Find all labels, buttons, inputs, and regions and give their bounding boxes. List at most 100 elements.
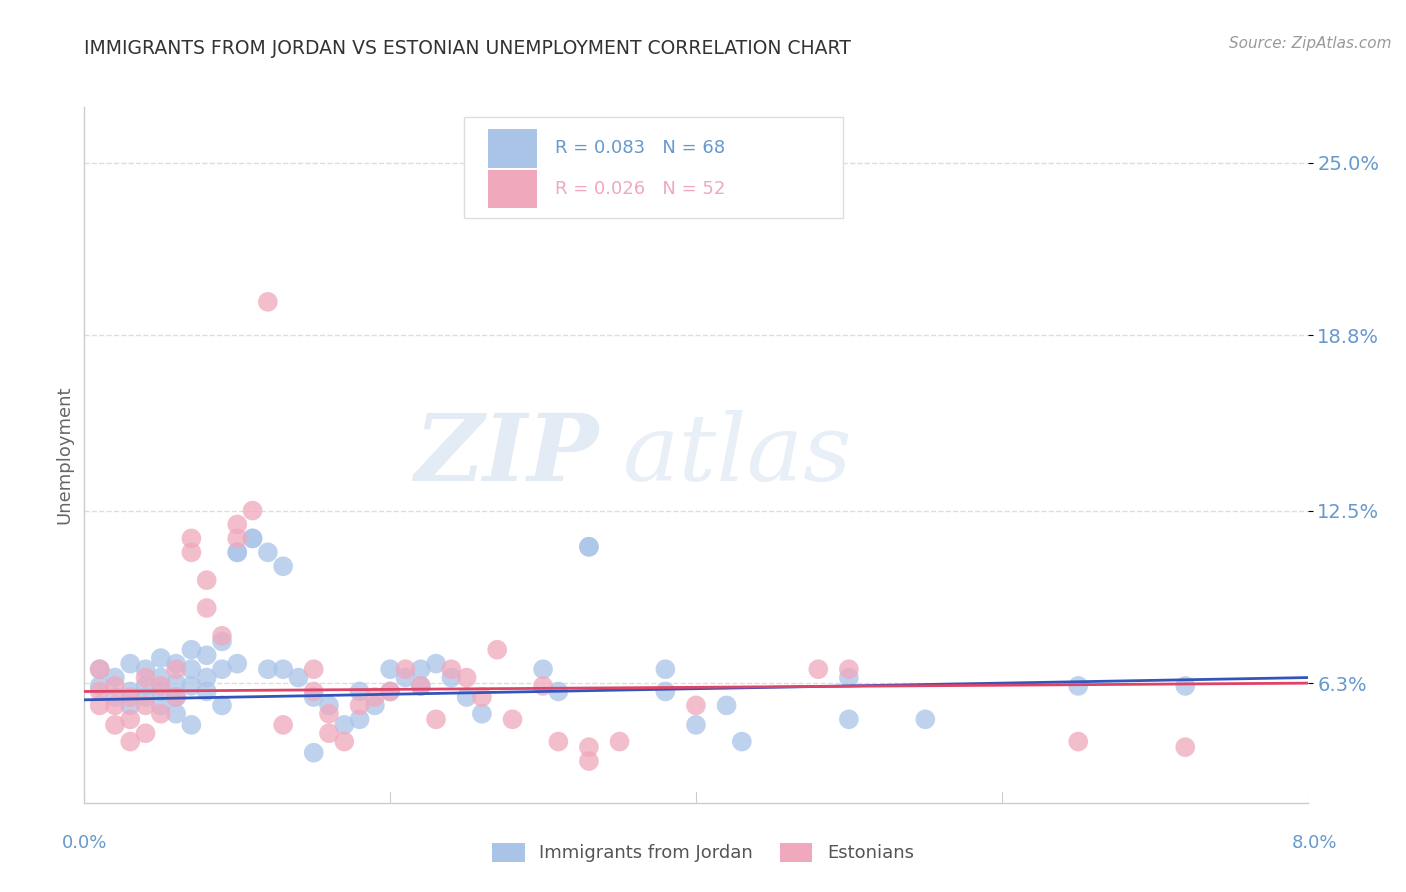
Point (302, 746, 325, 760)
Point (380, 662, 402, 676)
Point (654, 684, 676, 698)
Legend: Immigrants from Jordan, Estonians: Immigrants from Jordan, Estonians (485, 836, 921, 870)
Point (531, 662, 554, 676)
Point (104, 690, 127, 704)
FancyBboxPatch shape (464, 118, 842, 219)
Point (180, 662, 202, 676)
Point (226, 532, 249, 546)
Point (685, 698, 707, 713)
Point (486, 642, 509, 657)
Point (211, 629, 233, 643)
Point (440, 671, 463, 685)
Point (380, 684, 402, 698)
Point (211, 634, 233, 648)
Point (226, 545, 249, 559)
Point (180, 532, 202, 546)
Point (89, 662, 111, 676)
Point (364, 690, 387, 704)
Point (578, 740, 600, 755)
Point (318, 698, 340, 713)
Point (211, 698, 233, 713)
Point (165, 657, 187, 671)
Point (501, 712, 523, 726)
Point (120, 712, 142, 726)
Point (149, 679, 172, 693)
Point (838, 712, 860, 726)
Point (149, 651, 172, 665)
Point (135, 726, 157, 740)
Point (135, 662, 157, 676)
Point (89, 662, 111, 676)
FancyBboxPatch shape (488, 129, 537, 168)
Point (104, 671, 127, 685)
Text: 8.0%: 8.0% (1292, 834, 1337, 852)
Point (165, 662, 187, 676)
Point (1067, 734, 1090, 748)
Point (685, 718, 707, 732)
Text: Source: ZipAtlas.com: Source: ZipAtlas.com (1229, 36, 1392, 51)
Y-axis label: Unemployment: Unemployment (55, 385, 73, 524)
Point (89, 684, 111, 698)
Point (257, 545, 280, 559)
Point (302, 684, 325, 698)
Point (914, 712, 936, 726)
Point (120, 690, 142, 704)
Point (165, 690, 187, 704)
Point (165, 690, 187, 704)
Point (838, 671, 860, 685)
Text: IMMIGRANTS FROM JORDAN VS ESTONIAN UNEMPLOYMENT CORRELATION CHART: IMMIGRANTS FROM JORDAN VS ESTONIAN UNEMP… (84, 39, 851, 58)
Point (135, 671, 157, 685)
Point (318, 726, 340, 740)
Point (226, 657, 249, 671)
Point (531, 679, 554, 693)
Point (226, 517, 249, 532)
Point (349, 698, 371, 713)
Point (838, 662, 860, 676)
FancyBboxPatch shape (488, 169, 537, 208)
Point (89, 698, 111, 713)
Point (120, 734, 142, 748)
Point (242, 532, 264, 546)
Point (104, 718, 127, 732)
Point (271, 718, 294, 732)
Point (394, 671, 416, 685)
Point (287, 671, 309, 685)
Point (409, 679, 432, 693)
Point (333, 734, 356, 748)
Point (578, 540, 600, 554)
Point (149, 706, 172, 721)
Point (364, 698, 387, 713)
Point (471, 706, 494, 721)
Point (180, 545, 202, 559)
Point (1174, 740, 1197, 755)
Point (257, 294, 280, 309)
Point (242, 503, 264, 517)
Point (456, 690, 478, 704)
Point (731, 734, 754, 748)
Point (180, 679, 202, 693)
Point (394, 662, 416, 676)
Point (349, 712, 371, 726)
Point (409, 679, 432, 693)
Point (409, 662, 432, 676)
Point (302, 662, 325, 676)
Point (226, 545, 249, 559)
Point (318, 706, 340, 721)
Point (135, 690, 157, 704)
Point (149, 698, 172, 713)
Text: R = 0.083   N = 68: R = 0.083 N = 68 (555, 139, 725, 157)
Point (195, 671, 218, 685)
Point (807, 662, 830, 676)
Point (302, 690, 325, 704)
Point (149, 671, 172, 685)
Text: 0.0%: 0.0% (62, 834, 107, 852)
Point (165, 676, 187, 690)
Point (120, 657, 142, 671)
Point (195, 573, 218, 587)
Point (425, 712, 447, 726)
Point (333, 718, 356, 732)
Point (380, 684, 402, 698)
Point (1067, 679, 1090, 693)
Point (1174, 679, 1197, 693)
Point (242, 532, 264, 546)
